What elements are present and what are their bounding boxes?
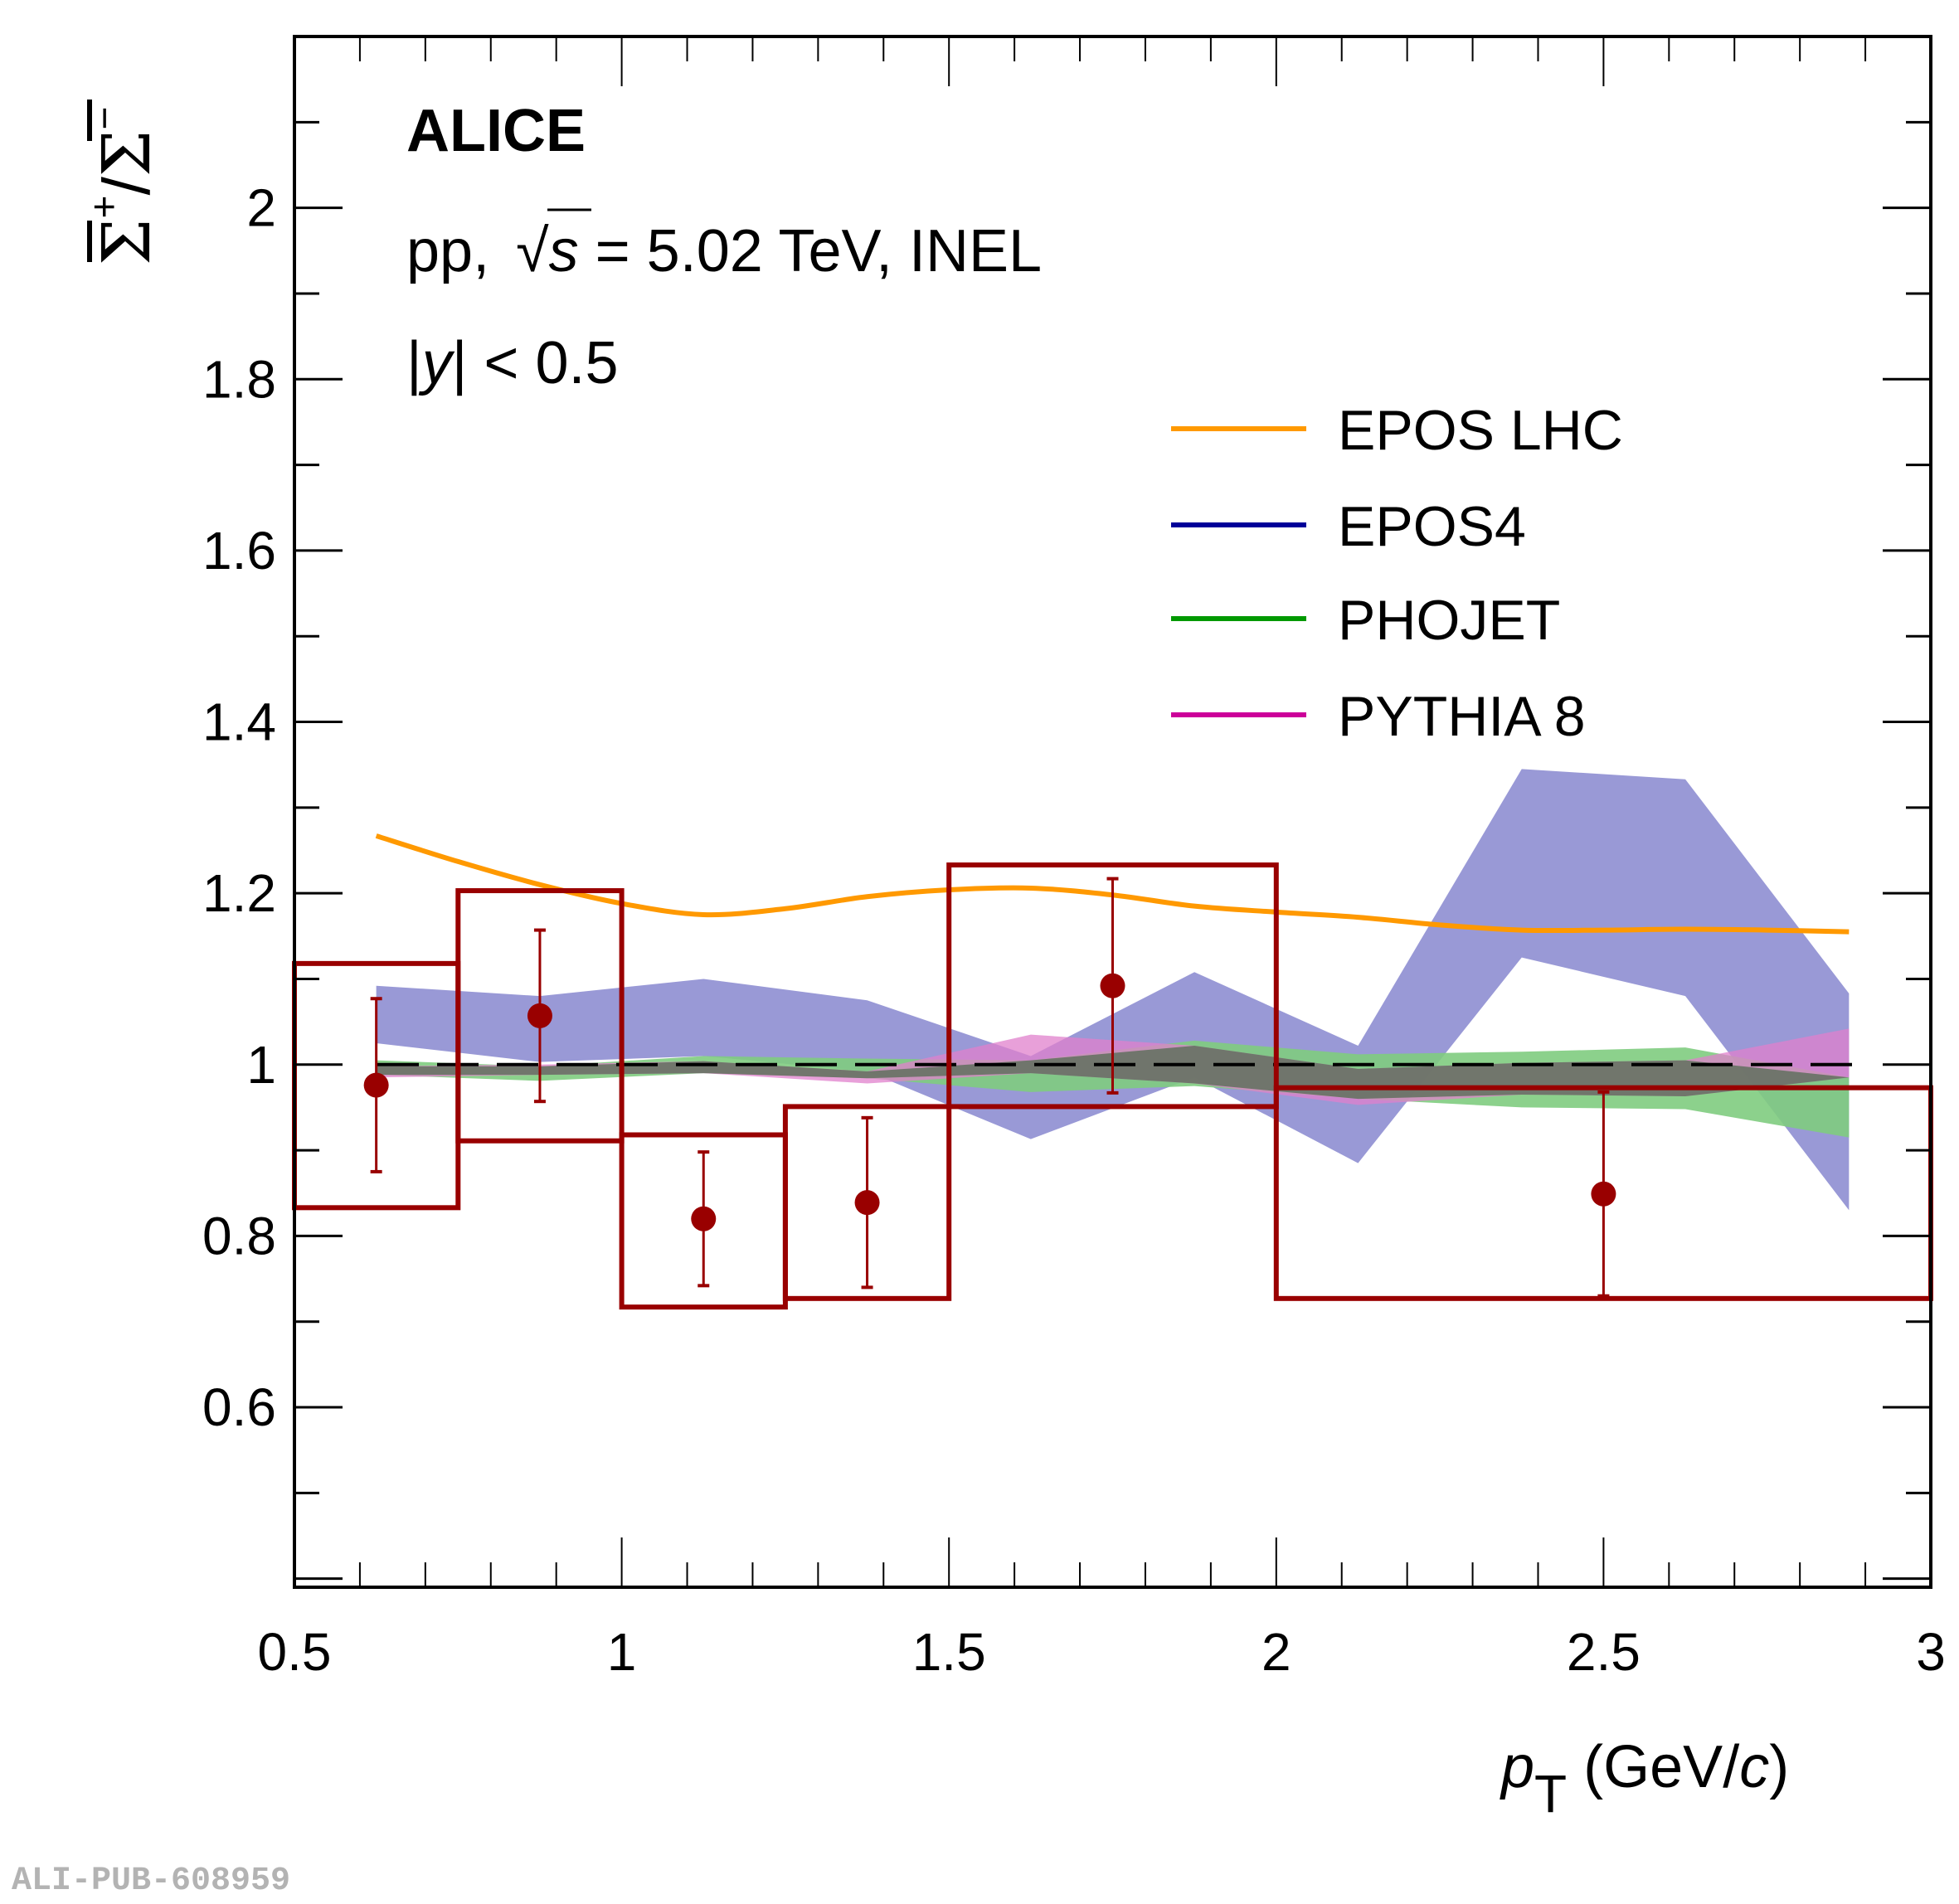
data-point [1100, 973, 1125, 998]
system-label-prefix: pp, [406, 218, 506, 284]
x-axis-title-unit-open: (GeV/ [1567, 1734, 1739, 1800]
y-tick-label: 1 [246, 1035, 276, 1095]
data-point [854, 1190, 880, 1216]
syst-box [455, 888, 625, 1144]
epos4-band [376, 769, 1850, 1211]
data-point [527, 1003, 552, 1028]
y-tick-label: 0.8 [202, 1206, 276, 1265]
rapidity-bar-open: | [406, 330, 422, 396]
x-tick-label: 2 [1261, 1622, 1291, 1682]
legend-label: EPOS LHC [1338, 399, 1623, 462]
legend-label: PYTHIA 8 [1338, 685, 1586, 748]
plot-frame [293, 35, 1932, 1589]
x-tick-label: 1 [607, 1622, 637, 1682]
rapidity-label: |y| < 0.5 [406, 330, 619, 396]
y-axis-title-text: Σ+/Σ− [83, 107, 165, 265]
syst-box [782, 1104, 952, 1301]
x-tick-label: 2.5 [1567, 1622, 1641, 1682]
watermark: ALI-PUB-608959 [12, 1863, 290, 1900]
system-label-suffix: = 5.02 TeV, INEL [579, 218, 1042, 284]
x-axis-title-c: c [1739, 1734, 1769, 1800]
x-axis-title-unit-close: ) [1769, 1734, 1789, 1800]
experiment-label: ALICE [406, 98, 586, 164]
legend-item: EPOS LHC [1171, 399, 1623, 462]
x-tick-label: 0.5 [258, 1622, 332, 1682]
legend-label: EPOS4 [1338, 495, 1526, 558]
syst-box [946, 862, 1279, 1110]
rapidity-y: y [418, 330, 455, 396]
data-point [691, 1206, 717, 1231]
legend-label: PHOJET [1338, 589, 1560, 652]
y-axis-sigma-2: Σ [88, 130, 165, 177]
legend-item: EPOS4 [1171, 495, 1526, 558]
data-point [363, 1072, 389, 1098]
y-axis-slash: / [90, 176, 163, 195]
y-tick-label: 1.4 [202, 692, 276, 752]
epos-lhc-curve-group [375, 833, 1850, 935]
y-tick-label: 0.6 [202, 1377, 276, 1437]
x-tick-label: 1.5 [912, 1622, 986, 1682]
y-axis-title: Σ+/Σ− [83, 100, 165, 265]
y-tick-label: 1.2 [202, 863, 276, 923]
system-label-s: s [549, 218, 579, 284]
rapidity-rest: | < 0.5 [452, 330, 619, 396]
system-label: pp, √s = 5.02 TeV, INEL [406, 218, 1042, 284]
x-axis-title-p: p [1500, 1734, 1534, 1800]
y-tick-label: 1.6 [202, 521, 276, 580]
y-tick-label: 1.8 [202, 349, 276, 409]
y-axis-sigma-1: Σ [88, 218, 165, 265]
legend-item: PHOJET [1171, 589, 1560, 652]
epos-lhc-curve [375, 833, 1850, 935]
sqrt-symbol: √ [516, 218, 549, 284]
y-tick-label: 2 [246, 178, 276, 238]
x-tick-label: 3 [1916, 1622, 1946, 1682]
legend: EPOS LHC EPOS4 PHOJET PYTHIA 8 [1171, 399, 1623, 748]
y-axis-plus: + [83, 195, 127, 218]
legend-item: PYTHIA 8 [1171, 685, 1586, 748]
x-axis-title-sub: T [1534, 1764, 1567, 1824]
axes: 0.5 1 1.5 2 2.5 3 0.6 0.8 1 1.2 1.4 1.6 1.8 2 [202, 35, 1946, 1682]
data-point [1591, 1181, 1616, 1207]
data-points [363, 877, 1616, 1298]
x-axis-title: pT (GeV/c) [1500, 1734, 1789, 1824]
